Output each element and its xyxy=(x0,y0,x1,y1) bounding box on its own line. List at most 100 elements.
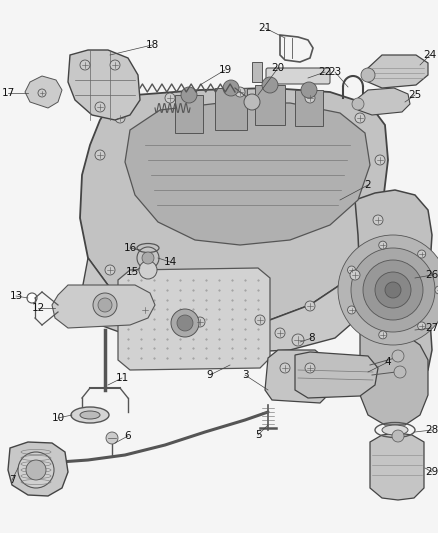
Circle shape xyxy=(110,60,120,70)
Text: 17: 17 xyxy=(1,88,14,98)
Text: 4: 4 xyxy=(385,357,391,367)
Circle shape xyxy=(373,215,383,225)
Circle shape xyxy=(351,248,435,332)
Text: 27: 27 xyxy=(425,323,438,333)
Ellipse shape xyxy=(71,407,109,423)
Circle shape xyxy=(305,93,315,103)
Circle shape xyxy=(106,432,118,444)
Circle shape xyxy=(115,113,125,123)
Circle shape xyxy=(379,241,387,249)
Polygon shape xyxy=(370,433,424,500)
Text: 11: 11 xyxy=(115,373,129,383)
Circle shape xyxy=(26,460,46,480)
Text: 14: 14 xyxy=(163,257,177,267)
Text: 24: 24 xyxy=(424,50,437,60)
Circle shape xyxy=(93,293,117,317)
Polygon shape xyxy=(360,320,428,425)
Bar xyxy=(252,62,262,82)
Polygon shape xyxy=(118,268,270,370)
Circle shape xyxy=(98,298,112,312)
Text: 20: 20 xyxy=(272,63,285,73)
Text: 23: 23 xyxy=(328,67,342,77)
Text: 18: 18 xyxy=(145,40,159,50)
Text: 19: 19 xyxy=(219,65,232,75)
Bar xyxy=(295,90,323,126)
Text: 28: 28 xyxy=(425,425,438,435)
Circle shape xyxy=(385,282,401,298)
Text: 26: 26 xyxy=(425,270,438,280)
Text: 10: 10 xyxy=(51,413,64,423)
Ellipse shape xyxy=(382,425,408,435)
Polygon shape xyxy=(265,350,328,403)
Circle shape xyxy=(338,235,438,345)
Text: 9: 9 xyxy=(207,370,213,380)
Polygon shape xyxy=(125,103,370,245)
Text: 16: 16 xyxy=(124,243,137,253)
Circle shape xyxy=(418,322,426,330)
Circle shape xyxy=(363,260,423,320)
Circle shape xyxy=(292,334,304,346)
Text: 25: 25 xyxy=(408,90,422,100)
Polygon shape xyxy=(295,352,378,398)
Circle shape xyxy=(195,317,205,327)
Circle shape xyxy=(262,77,278,93)
Polygon shape xyxy=(52,285,155,328)
Circle shape xyxy=(223,80,239,96)
Circle shape xyxy=(418,250,426,258)
Text: 6: 6 xyxy=(125,431,131,441)
Circle shape xyxy=(95,150,105,160)
Text: 22: 22 xyxy=(318,67,332,77)
Text: 15: 15 xyxy=(125,267,138,277)
Circle shape xyxy=(140,305,150,315)
Text: 7: 7 xyxy=(9,475,15,485)
Text: 29: 29 xyxy=(425,467,438,477)
Circle shape xyxy=(392,350,404,362)
Circle shape xyxy=(177,315,193,331)
Ellipse shape xyxy=(80,411,100,419)
Circle shape xyxy=(280,363,290,373)
Bar xyxy=(175,95,203,133)
Text: 2: 2 xyxy=(365,180,371,190)
Polygon shape xyxy=(355,190,432,385)
Circle shape xyxy=(139,261,157,279)
Circle shape xyxy=(301,82,317,98)
Polygon shape xyxy=(25,76,62,108)
Polygon shape xyxy=(82,258,365,353)
Circle shape xyxy=(375,272,411,308)
Circle shape xyxy=(275,328,285,338)
Circle shape xyxy=(375,155,385,165)
Text: 13: 13 xyxy=(9,291,23,301)
Bar xyxy=(215,88,247,130)
Circle shape xyxy=(137,247,159,269)
Circle shape xyxy=(348,306,356,314)
Circle shape xyxy=(350,270,360,280)
Polygon shape xyxy=(8,442,68,496)
Polygon shape xyxy=(358,88,410,115)
Circle shape xyxy=(255,315,265,325)
Bar xyxy=(255,85,285,125)
Text: 12: 12 xyxy=(32,303,45,313)
Circle shape xyxy=(171,309,199,337)
Circle shape xyxy=(394,366,406,378)
Text: 5: 5 xyxy=(254,430,261,440)
Circle shape xyxy=(27,293,37,303)
Polygon shape xyxy=(68,50,140,120)
Circle shape xyxy=(38,89,46,97)
Circle shape xyxy=(379,331,387,339)
Circle shape xyxy=(352,98,364,110)
Circle shape xyxy=(435,286,438,294)
Text: 21: 21 xyxy=(258,23,272,33)
Circle shape xyxy=(18,452,54,488)
Circle shape xyxy=(181,87,197,103)
Circle shape xyxy=(105,265,115,275)
Circle shape xyxy=(305,363,315,373)
Polygon shape xyxy=(368,55,428,88)
Circle shape xyxy=(305,301,315,311)
Circle shape xyxy=(95,102,105,112)
Circle shape xyxy=(165,93,175,103)
Circle shape xyxy=(361,68,375,82)
Text: 8: 8 xyxy=(309,333,315,343)
Circle shape xyxy=(142,252,154,264)
Text: 3: 3 xyxy=(242,370,248,380)
Circle shape xyxy=(348,266,356,274)
